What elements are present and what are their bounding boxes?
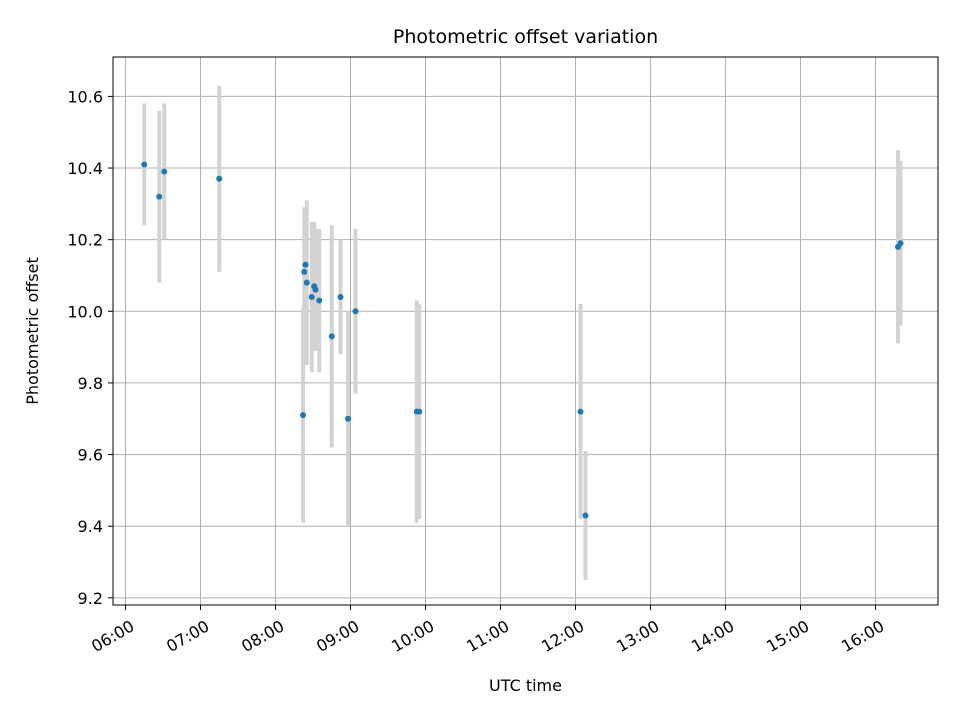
data-point [300, 412, 306, 419]
plot-frame [112, 56, 939, 606]
grid [113, 57, 938, 605]
y-tick-label: 10.4 [67, 159, 103, 178]
data-point [301, 268, 308, 275]
data-point [328, 333, 335, 340]
y-axis-ticks: 9.2 9.4 9.6 9.8 10.0 10.2 10.4 10.6 [67, 87, 113, 608]
data-point [156, 193, 163, 200]
chart-title: Photometric offset variation [393, 26, 658, 48]
data-point [141, 161, 148, 168]
y-tick-label: 10.0 [67, 302, 103, 321]
data-point [416, 408, 423, 415]
data-points [141, 161, 904, 519]
x-axis-label: UTC time [489, 676, 562, 695]
y-tick-label: 9.8 [78, 374, 103, 393]
y-axis-label: Photometric offset [23, 257, 42, 405]
y-tick-label: 9.6 [78, 446, 103, 465]
y-tick-label: 10.2 [67, 231, 103, 250]
y-tick-label: 9.4 [78, 517, 103, 536]
data-point [303, 279, 310, 286]
data-point [582, 512, 589, 519]
data-point [216, 175, 223, 182]
y-tick-label: 10.6 [67, 87, 103, 106]
data-point [345, 415, 351, 422]
data-point [316, 297, 323, 304]
data-point [352, 308, 359, 315]
data-point [308, 293, 315, 300]
data-point [337, 293, 344, 300]
data-point [312, 286, 319, 293]
y-tick-label: 9.2 [78, 589, 103, 608]
data-point [897, 240, 904, 247]
data-point [161, 168, 168, 175]
data-point [577, 408, 584, 415]
data-point [302, 261, 309, 268]
